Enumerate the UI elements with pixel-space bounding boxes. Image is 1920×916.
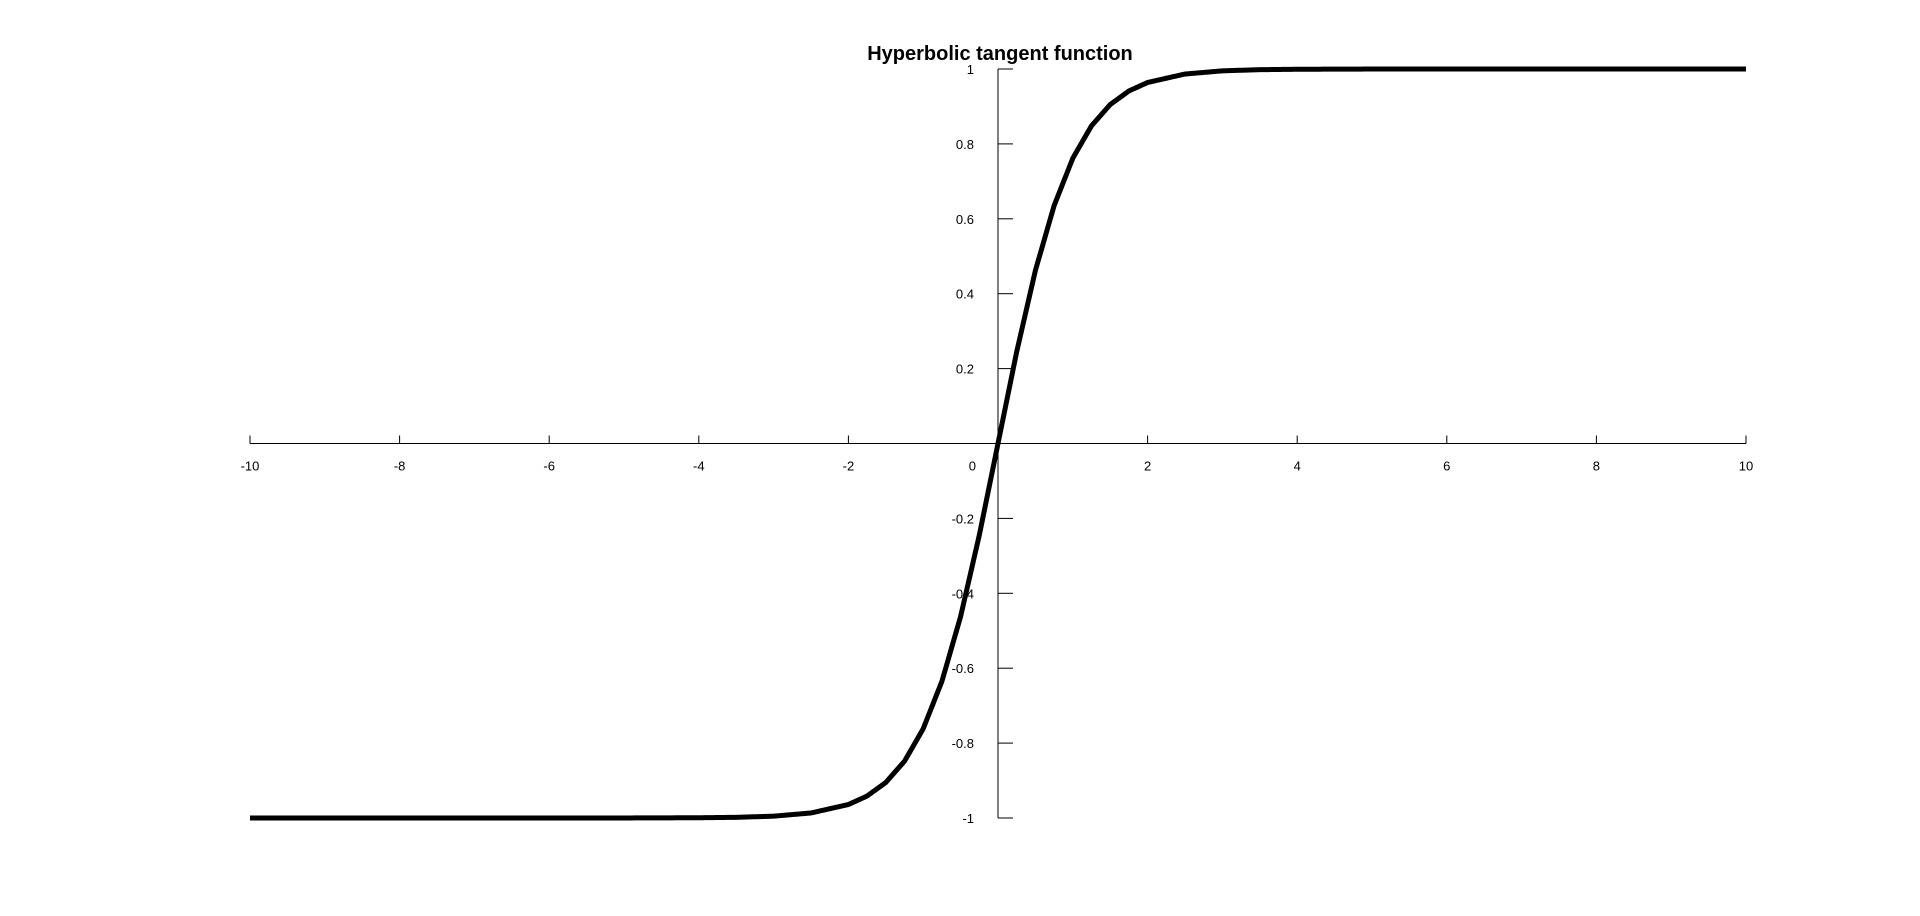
y-tick-label: 0.8 (956, 137, 974, 152)
y-tick-label: -0.8 (952, 736, 974, 751)
x-tick-label: 8 (1593, 459, 1600, 474)
x-tick-label: -8 (394, 459, 406, 474)
x-tick-label: -4 (693, 459, 705, 474)
x-tick-label: -10 (241, 459, 260, 474)
y-tick-label: 1 (967, 62, 974, 77)
x-tick-label: 0 (969, 459, 976, 474)
x-tick-label: 6 (1443, 459, 1450, 474)
y-tick-label: 0.4 (956, 287, 974, 302)
y-tick-label: 0.2 (956, 362, 974, 377)
x-tick-label: 2 (1144, 459, 1151, 474)
y-tick-label: 0.6 (956, 212, 974, 227)
x-tick-label: 4 (1294, 459, 1301, 474)
x-tick-label: -2 (843, 459, 855, 474)
y-ticks: 10.80.60.40.2-0.2-0.4-0.6-0.8-1 (952, 62, 1013, 826)
y-tick-label: -1 (962, 811, 974, 826)
series-line-tanh (250, 66, 1746, 821)
y-tick-label: -0.6 (952, 661, 974, 676)
x-tick-label: 10 (1739, 459, 1753, 474)
chart-title: Hyperbolic tangent function (867, 43, 1133, 65)
x-ticks: -10 -8 -6 -4 -2 0 2 4 6 8 10 (241, 435, 1753, 474)
y-tick-label: -0.2 (952, 511, 974, 526)
x-tick-label: -6 (543, 459, 555, 474)
